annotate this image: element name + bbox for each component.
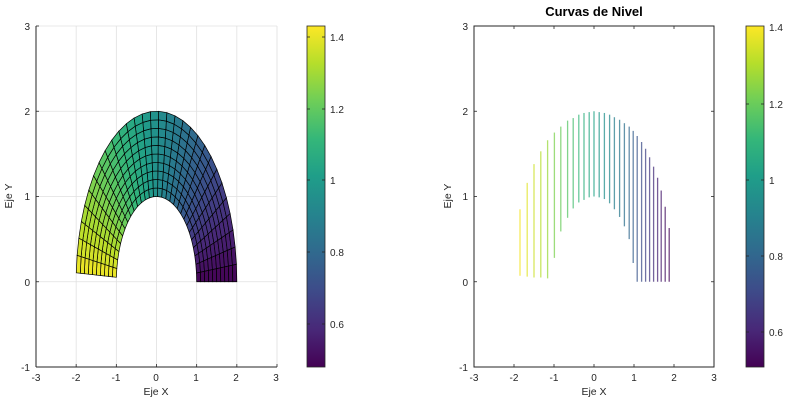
surface-cell: [152, 170, 159, 181]
right-y-axis-label: Eje Y: [442, 184, 454, 209]
x-tick-label: 0: [153, 373, 159, 384]
colorbar-tick-label: 1.2: [330, 105, 344, 116]
right-y-tick-labels: -1 0 1 2 3: [459, 22, 468, 374]
y-tick-label: 0: [462, 278, 468, 289]
colorbar-tick-label: 1: [330, 176, 336, 187]
colorbar-tick-label: 0.6: [330, 320, 344, 331]
x-tick-label: 3: [711, 373, 717, 384]
right-x-tick-labels: -3 -2 -1 0 1 2 3: [470, 373, 718, 384]
y-tick-label: 0: [24, 278, 30, 289]
x-tick-label: -3: [32, 373, 41, 384]
x-tick-label: 1: [193, 373, 199, 384]
surface-cell: [158, 110, 168, 122]
colorbar-tick-label: 0.8: [769, 252, 783, 263]
surface-cell: [151, 145, 159, 155]
surface-cell: [208, 269, 214, 283]
x-tick-label: 1: [631, 373, 637, 384]
x-tick-label: 0: [591, 373, 597, 384]
colorbar-tick-label: 1.4: [330, 33, 344, 44]
surface-cell: [152, 187, 159, 198]
surface-cell: [141, 111, 152, 123]
surface-cell: [149, 110, 159, 121]
y-tick-label: 3: [462, 22, 468, 33]
left-y-tick-labels: -1 0 1 2 3: [21, 22, 30, 374]
surface-cell: [150, 136, 159, 147]
y-tick-label: 2: [462, 107, 468, 118]
y-tick-label: 3: [24, 22, 30, 33]
x-tick-label: -1: [550, 373, 559, 384]
right-x-axis-label: Eje X: [581, 386, 606, 398]
x-tick-label: -2: [510, 373, 519, 384]
colorbar-tick-label: 1.2: [769, 100, 783, 111]
y-tick-label: -1: [459, 363, 468, 374]
surface-mesh: [75, 110, 238, 283]
surface-cell: [157, 127, 167, 139]
surface-cell: [150, 119, 159, 130]
left-y-axis-label: Eje Y: [3, 184, 15, 209]
surface-cell: [158, 119, 167, 130]
colorbar-tick-label: 0.8: [330, 248, 344, 259]
surface-cell: [216, 267, 222, 283]
surface-cell: [200, 270, 206, 283]
x-tick-label: -3: [470, 373, 479, 384]
right-plot-title: Curvas de Nivel: [545, 4, 643, 19]
colorbar-tick-label: 1.4: [769, 23, 783, 34]
y-tick-label: -1: [21, 363, 30, 374]
left-ticks: [35, 25, 278, 368]
right-ticks: [473, 25, 715, 368]
surface-cell: [204, 269, 210, 283]
surface-cell: [157, 153, 165, 164]
surface-cell: [230, 246, 237, 266]
surface-cell: [212, 268, 218, 283]
surface-cell: [150, 127, 159, 138]
colorbar-gradient: [306, 25, 326, 368]
surface-cell: [157, 136, 166, 147]
left-axes: -3 -2 -1 0 1 2 3 -1 0 1 2 3 Eje X Eje Y: [3, 22, 279, 398]
y-tick-label: 2: [24, 107, 30, 118]
colorbar-tick-label: 0.6: [769, 328, 783, 339]
surface-cell: [151, 153, 159, 164]
left-x-tick-labels: -3 -2 -1 0 1 2 3: [32, 373, 280, 384]
surface-cell: [157, 179, 164, 190]
surface-cell: [157, 187, 163, 198]
colorbar-gradient: [745, 25, 765, 368]
x-tick-label: 2: [671, 373, 677, 384]
right-colorbar: 0.6 0.8 1 1.2 1.4: [745, 23, 783, 368]
surface-cell: [157, 144, 166, 156]
surface-cell: [157, 162, 165, 173]
x-tick-label: 2: [233, 373, 239, 384]
y-tick-label: 1: [24, 192, 30, 203]
contour-lines: [519, 111, 670, 282]
colorbar-tick-label: 1: [769, 176, 775, 187]
x-tick-label: -1: [112, 373, 121, 384]
x-tick-label: -2: [72, 373, 81, 384]
x-tick-label: 3: [273, 373, 279, 384]
surface-cell: [157, 170, 164, 181]
surface-cell: [75, 254, 82, 274]
surface-cell: [196, 271, 202, 283]
surface-cell: [152, 179, 159, 189]
left-x-axis-label: Eje X: [143, 386, 168, 398]
surface-cell: [232, 263, 238, 283]
y-tick-label: 1: [462, 192, 468, 203]
left-colorbar: 0.6 0.8 1 1.2 1.4: [306, 25, 344, 368]
surface-cell: [151, 162, 159, 172]
right-axes: Curvas de Nivel -3 -2 -1 0 1 2 3 -1 0 1 …: [442, 4, 717, 398]
